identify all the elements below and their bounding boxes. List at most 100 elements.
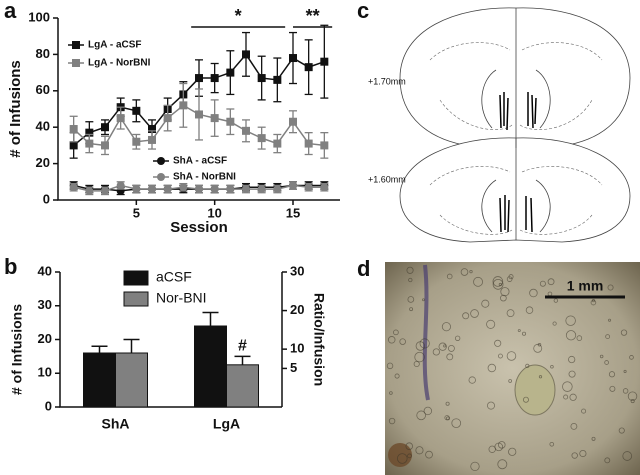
legend-label: LgA - aCSF [88,40,142,51]
marker [195,110,203,119]
marker [148,135,156,144]
y2-tick-label: 20 [290,302,304,317]
x-tick-label: LgA [213,416,240,432]
micrograph: 1 mm [385,262,640,475]
marker [304,183,313,192]
marker [101,186,109,195]
marker [85,139,94,148]
texture-dot [604,360,609,365]
texture-dot [629,355,634,360]
texture-dot [497,459,508,470]
texture-dot [605,334,611,340]
texture-dot [529,288,538,298]
marker [195,185,203,194]
marker [69,141,78,150]
legend-marker [157,173,165,181]
texture-dot [568,370,576,378]
texture-dot [539,280,546,287]
atlas-level: +1.60mm [368,174,406,184]
marker [304,139,313,148]
texture-dot [396,453,408,464]
marker [226,68,235,77]
texture-dot [405,442,414,450]
texture-dot [608,371,616,378]
lesion [514,364,556,416]
texture-dot [506,351,517,361]
texture-dot [441,322,451,332]
texture-dot [462,312,470,320]
bar [194,325,227,408]
texture-dot [415,446,424,455]
texture-dot [432,348,440,356]
tissue-spot [388,443,412,467]
texture-dot [492,276,504,287]
y-tick-label: 0 [43,191,50,206]
texture-dot [481,299,490,308]
texture-dot [468,376,476,384]
cannula-marks [499,92,537,233]
texture-dot [576,335,583,341]
marker [148,125,156,134]
texture-dot [447,344,455,352]
texture-dot [627,391,638,401]
texture-dot [408,277,413,283]
texture-dot [570,422,578,430]
ventricle [481,179,551,233]
texture-dot [445,401,450,406]
texture-dot [522,396,529,403]
texture-dot [517,329,521,333]
marker [257,134,266,143]
y-tick-label: 0 [45,398,52,413]
y-axis-label: # of Infusions [7,60,24,158]
annotation: # [238,338,247,355]
texture-dot [618,427,625,434]
texture-dot [498,441,506,449]
texture-dot [622,388,629,394]
legend-swatch [123,270,149,286]
texture-dot [393,329,399,336]
marker [304,63,313,72]
marker [179,101,188,110]
bar [115,352,148,408]
texture-dot [599,354,604,359]
annotation: * [235,6,242,26]
atlas-section [399,137,631,243]
y2-tick-label: 10 [290,341,304,356]
texture-dot [406,266,414,274]
marker [320,57,329,66]
texture-dot [470,309,479,318]
texture-dot [591,436,596,441]
texture-dot [563,394,569,400]
texture-dot [443,344,447,348]
texture-dot [419,338,430,349]
y-tick-label: 60 [36,82,50,97]
texture-dot [506,276,513,282]
texture-dot [460,268,469,276]
marker [320,183,329,192]
panel-label: a [4,0,17,23]
scale-bar-label: 1 mm [567,278,604,294]
tissue-edge [422,264,430,401]
texture-dot [506,309,515,318]
texture-dot [565,330,577,341]
texture-dot [609,385,616,392]
marker [85,128,94,137]
texture-dot [497,353,503,359]
marker [242,126,250,135]
annotation: ** [306,6,320,26]
texture-dot [486,319,496,329]
atlas: +1.70mm +1.60mm [368,7,631,243]
texture-dot [389,391,393,395]
texture-dot [568,355,576,364]
texture-dot [388,417,396,425]
texture-dot [386,362,394,370]
texture-dot [444,415,450,421]
marker [132,137,141,146]
bar [226,364,259,408]
texture-dot [552,321,557,326]
marker [273,75,282,84]
marker [148,185,156,194]
texture-dot [553,298,559,303]
texture-dot [547,278,555,286]
marker [289,117,297,126]
